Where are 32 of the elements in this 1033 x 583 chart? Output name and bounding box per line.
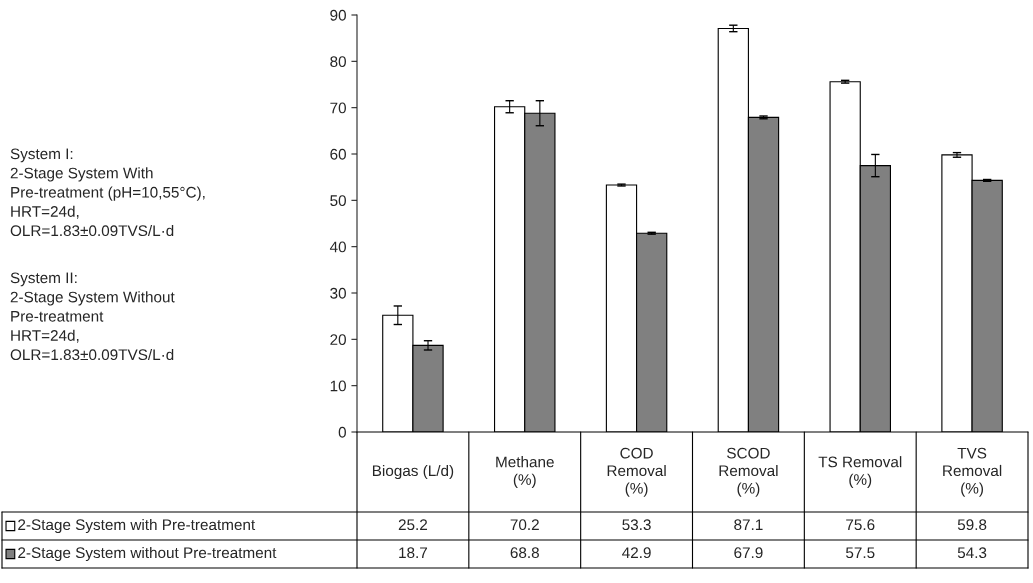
data-label: 75.6 — [846, 519, 875, 531]
data-label: 53.3 — [622, 519, 651, 531]
y-tick-label: 20 — [330, 334, 346, 346]
y-tick-label: 80 — [330, 56, 346, 68]
text: System I: 2-Stage System With Pre-treatment (pH=10,55°C), HRT=24d, OLR=1.83±0.09TVS/L·d — [10, 148, 205, 237]
data-label: 57.5 — [846, 547, 875, 559]
x-tick-label: TS Removal (%) — [818, 456, 902, 488]
y-tick-label: 50 — [330, 195, 346, 207]
y-tick-label: 30 — [330, 287, 346, 299]
data-label: 70.2 — [510, 519, 539, 531]
data-label: 87.1 — [734, 519, 763, 531]
x-tick-label: SCOD Removal (%) — [719, 447, 778, 497]
y-tick-label: 40 — [329, 241, 346, 253]
data-label: 42.9 — [622, 547, 651, 559]
data-label: 25.2 — [398, 519, 428, 531]
data-label: 67.9 — [734, 547, 763, 559]
data-label: 68.8 — [510, 547, 539, 559]
y-tick-label: 0 — [338, 426, 346, 438]
data-label: 54.3 — [957, 547, 987, 559]
x-tick-label: Biogas (L/d) — [372, 464, 454, 480]
x-tick-label: Methane (%) — [496, 456, 554, 488]
y-tick-label: 90 — [330, 9, 346, 21]
y-tick-label: 60 — [330, 148, 346, 160]
text: System II: 2-Stage System Without Pre-treatment HRT=24d, OLR=1.83±0.09TVS/L·d — [10, 272, 175, 361]
x-tick-label: COD Removal (%) — [607, 447, 666, 497]
y-tick-label: 10 — [330, 380, 346, 392]
y-tick-label: 70 — [330, 102, 346, 114]
data-label: 59.8 — [957, 519, 987, 531]
data-label: 18.7 — [399, 547, 428, 559]
legend-label: 2-Stage System without Pre-treatment — [18, 546, 277, 562]
legend-label: 2-Stage System with Pre-treatment — [18, 518, 256, 534]
x-tick-label: TVS Removal (%) — [943, 447, 1002, 497]
